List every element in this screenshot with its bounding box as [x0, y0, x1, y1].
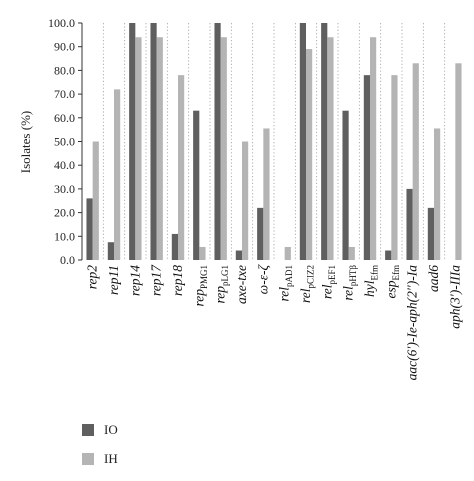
bar-io — [214, 23, 221, 260]
y-tick-label: 20.0 — [54, 206, 75, 220]
x-tick-label: hylEfm — [362, 265, 380, 297]
bar-ih — [114, 89, 121, 260]
bar-io — [363, 75, 370, 260]
bar-ih — [348, 246, 355, 260]
x-tick-label: relpAD1 — [277, 265, 295, 302]
bar-io — [406, 188, 413, 260]
y-tick-label: 60.0 — [54, 111, 75, 125]
bar-ih — [178, 75, 185, 260]
bar-ih — [92, 141, 99, 260]
x-tick-label: repPMG1 — [191, 265, 209, 307]
bar-io — [171, 233, 178, 260]
bar-io — [193, 110, 200, 260]
bar-io — [150, 23, 157, 260]
y-tick-label: 90.0 — [54, 40, 75, 54]
gridlines — [102, 23, 446, 260]
legend-swatch-io — [82, 424, 94, 436]
legend-swatch-ih — [82, 453, 94, 465]
bar-io — [385, 250, 392, 260]
bar-io — [107, 242, 114, 260]
bar-io — [129, 23, 136, 260]
y-tick-labels: 0.0 10.0 20.0 30.0 40.0 50.0 60.0 70.0 80.0 90.0 1… — [48, 16, 82, 267]
bar-io — [342, 110, 349, 260]
x-tick-label: rep2 — [85, 265, 100, 289]
x-tick-label: rep18 — [170, 265, 185, 296]
bar-ih — [327, 37, 334, 260]
x-tick-label: espEfm — [383, 265, 401, 299]
y-tick-label: 70.0 — [54, 87, 75, 101]
x-tick-label: rep17 — [149, 264, 164, 296]
x-tick-label: relpCIZ2 — [298, 265, 316, 303]
x-tick-label: aad6 — [426, 265, 441, 292]
bar-ih — [156, 37, 163, 260]
bar-ih — [135, 37, 142, 260]
bar-ih — [306, 49, 313, 260]
bar-ih — [455, 63, 462, 260]
y-tick-label: 40.0 — [54, 158, 75, 172]
x-tick-label: relpEF1 — [319, 265, 337, 299]
x-tick-label: ω-ε-ζ — [255, 263, 270, 294]
bar-ih — [220, 37, 227, 260]
bar-io — [427, 207, 434, 260]
bar-ih — [391, 75, 398, 260]
y-tick-label: 0.0 — [60, 253, 75, 267]
bar-io — [235, 250, 242, 260]
bar-ih — [370, 37, 377, 260]
x-tick-label: aac(6′)-Ie-aph(2′′)-Ia — [405, 265, 420, 381]
bar-ih — [412, 63, 419, 260]
y-tick-label: 10.0 — [54, 229, 75, 243]
legend: IO IH — [82, 422, 118, 466]
bar-io — [321, 23, 328, 260]
bars — [86, 23, 462, 260]
bar-ih — [434, 128, 441, 260]
x-tick-label: aph(3′)-IIIa — [447, 265, 462, 329]
bar-io — [86, 198, 93, 260]
x-tick-label: rep11 — [106, 265, 121, 295]
legend-label-ih: IH — [104, 451, 118, 466]
y-axis-label: Isolates (%) — [18, 111, 33, 173]
x-tick-label: relpHTβ — [341, 265, 359, 301]
legend-label-io: IO — [104, 422, 118, 437]
bar-ih — [199, 246, 206, 260]
bar-ih — [284, 246, 291, 260]
y-tick-label: 80.0 — [54, 63, 75, 77]
y-tick-label: 50.0 — [54, 135, 75, 149]
bar-io — [299, 23, 306, 260]
x-tick-label: rep14 — [127, 265, 142, 296]
bar-ih — [263, 128, 270, 260]
x-tick-label: axe-txe — [234, 265, 249, 304]
bar-io — [257, 207, 264, 260]
x-tick-label: reppLG1 — [213, 265, 231, 304]
y-tick-label: 100.0 — [48, 16, 75, 30]
y-tick-label: 30.0 — [54, 182, 75, 196]
bar-ih — [242, 141, 249, 260]
